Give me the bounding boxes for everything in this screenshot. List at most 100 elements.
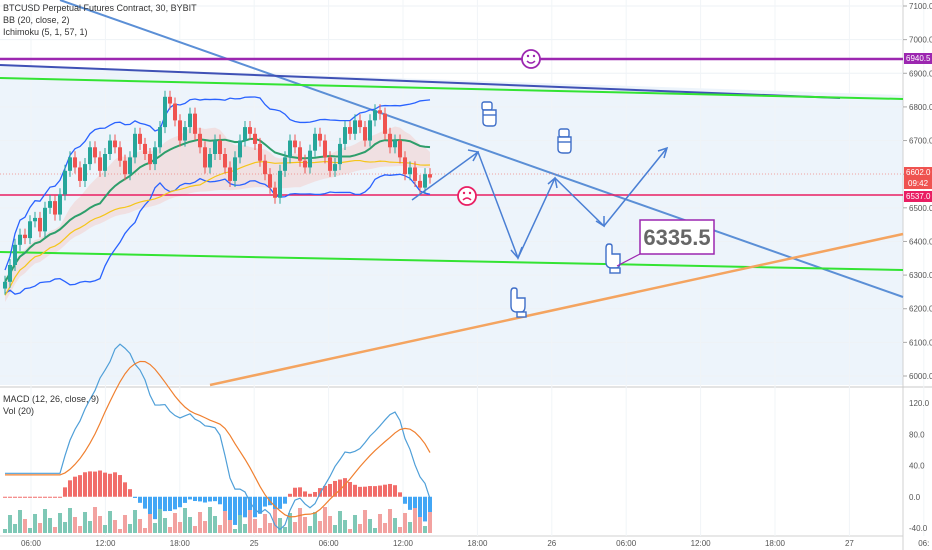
histogram-bar [223,496,227,515]
candle-body [423,174,427,188]
histogram-bar [263,496,267,507]
histogram-bar [218,496,222,505]
candle-body [153,147,157,165]
candle-body [148,154,152,165]
candle-body [243,127,247,141]
histogram-bar [328,483,332,497]
histogram-bar [153,496,157,520]
histogram-bar [423,496,427,522]
histogram-bar [128,489,132,497]
volume-bar [83,512,87,533]
candle-body [213,140,217,154]
volume-bar [68,508,72,533]
volume-bar [403,513,407,533]
histogram-bar [358,486,362,497]
histogram-bar [83,472,87,497]
candle-body [318,133,322,141]
volume-bar [308,526,312,533]
histogram-bar [138,496,142,503]
ichimoku-line [4,159,431,296]
volume-bar [363,510,367,533]
macd-legend[interactable]: MACD (12, 26, close, 9) [3,394,100,404]
candle-body [103,154,107,171]
bollinger-basis [4,137,431,283]
volume-bar [113,520,117,533]
price-tick-label: 6800.0 [909,103,932,112]
price-tick-label: 6900.0 [909,69,932,78]
volume-bar [228,520,232,533]
time-tick-label: 27 [845,539,854,548]
histogram-bar [33,496,37,498]
candle-body [418,180,422,188]
macd-line [5,343,431,531]
volume-bar [163,518,167,533]
volume-bar [243,524,247,533]
ichimoku-legend[interactable]: Ichimoku (5, 1, 57, 1) [3,27,88,37]
volume-bar [268,523,272,533]
candle-body [358,120,362,128]
volume-bar [428,512,432,533]
candle-body [253,133,257,144]
volume-bar [263,514,267,533]
trendline-light-blue[interactable] [59,0,904,298]
price-axis[interactable]: 7100.07000.06900.06800.06700.06600.06500… [903,2,932,381]
time-tick-label: 12:00 [691,539,712,548]
histogram-bar [48,496,52,498]
candle-body [273,187,277,198]
time-tick-label: 25 [250,539,259,548]
symbol-legend[interactable]: BTCUSD Perpetual Futures Contract, 30, B… [3,3,197,13]
price-callout[interactable]: 6335.5 [616,219,715,267]
histogram-bar [38,496,42,498]
candle-body [183,127,187,141]
volume-bar [73,517,77,533]
volume-legend[interactable]: Vol (20) [3,406,35,416]
volume-bar [28,528,32,533]
candle-body [168,96,172,104]
price-tag-6537: 6537.0 [904,191,932,202]
volume-bar [328,516,332,533]
bb-legend[interactable]: BB (20, close, 2) [3,15,70,25]
sad-face-icon [457,186,477,206]
volume-bar [333,525,337,533]
volume-bar [143,528,147,533]
volume-bar [123,515,127,533]
trendline-navy[interactable] [0,64,841,99]
candle-body [288,140,292,158]
time-tick-label: 18:00 [170,539,191,548]
candle-body [323,140,327,158]
candle-body [13,244,17,265]
candle-body [23,234,27,239]
price-tick-label: 6400.0 [909,237,932,246]
volume-bar [23,519,27,533]
time-tick-label: 26 [547,539,556,548]
volume-bar [238,515,242,533]
histogram-bar [378,485,382,497]
trendline-orange[interactable] [209,232,904,387]
histogram-bar [293,487,297,497]
histogram-bar [208,496,212,502]
histogram-bar [198,496,202,502]
time-axis[interactable]: 06:00 12:00 18:00 25 06:00 12:00 18:00 26 06:00 1… [21,539,929,548]
price-tick-label: 6700.0 [909,137,932,146]
macd-axis[interactable]: 120.0 80.0 40.0 0.0 -40.0 [909,399,930,533]
candle-body [73,157,77,168]
histogram-bar [163,496,167,512]
candle-body [368,120,372,141]
candle-body [333,164,337,171]
candle-body [308,150,312,168]
volume-bar [178,522,182,533]
volume-bar [53,527,57,533]
candle-body [83,164,87,181]
histogram-bar [238,496,242,521]
candle-body [18,234,22,245]
candle-body [203,147,207,168]
arrowhead-2 [510,246,523,260]
volume-bar [133,510,137,533]
volume-bar [278,518,282,533]
candle-body [3,281,7,289]
candle-body [408,167,412,175]
candle-body [28,221,32,239]
volume-bar [423,526,427,533]
trendline-upper-green[interactable] [0,77,904,100]
